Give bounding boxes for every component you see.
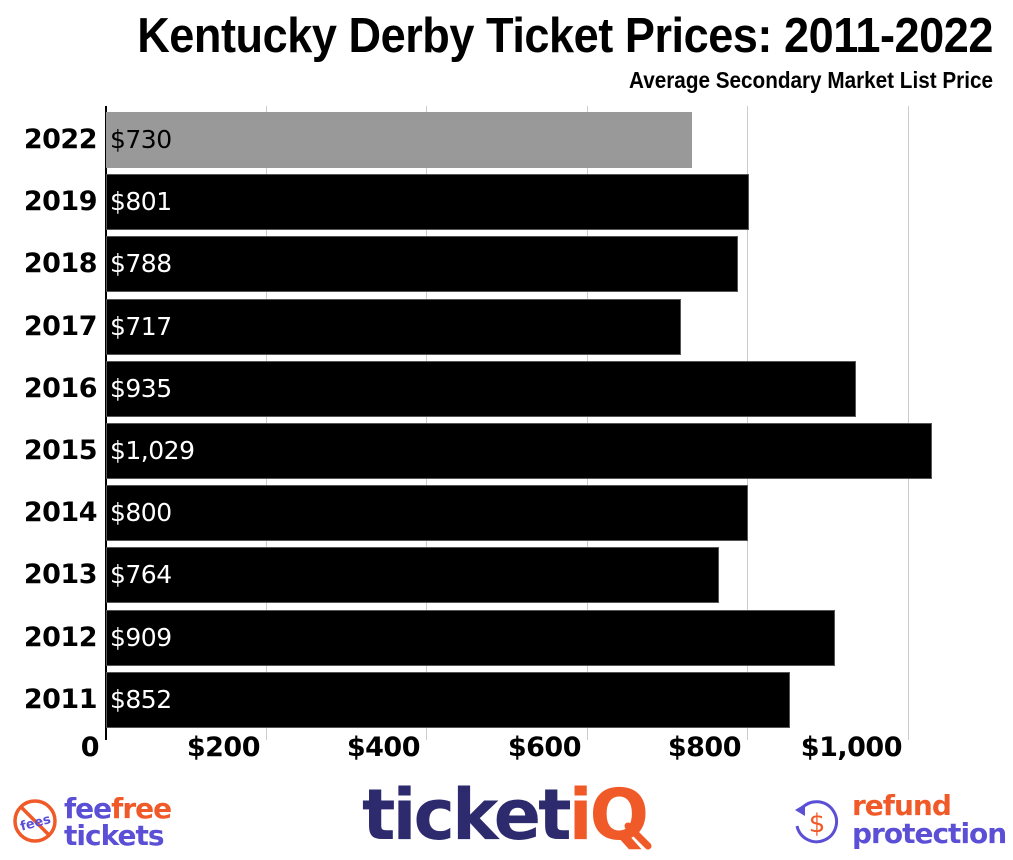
ticketiq-wordmark: ticketiQ — [362, 770, 649, 860]
ticket-text: ticket — [362, 774, 572, 856]
bar-value-label: $788 — [110, 249, 172, 278]
svg-text:$: $ — [809, 809, 826, 839]
free-text: free — [111, 792, 172, 825]
x-axis-tick-label: $400 — [346, 732, 421, 763]
y-axis-label: 2014 — [23, 497, 98, 528]
bar-2012[interactable]: $909 — [106, 610, 835, 666]
y-axis-label: 2013 — [23, 559, 98, 590]
y-axis-label: 2011 — [23, 684, 98, 715]
bar-2022[interactable]: $730 — [106, 112, 692, 168]
x-axis-tick-label: $600 — [507, 732, 582, 763]
refund-dollar-icon: $ — [795, 800, 839, 844]
bar-value-label: $801 — [110, 187, 172, 216]
x-axis-tick-label: 0 — [80, 732, 100, 763]
bar-value-label: $717 — [110, 312, 172, 341]
tickets-text: tickets — [64, 819, 165, 852]
bar-value-label: $730 — [110, 125, 172, 154]
feefree-tickets-text: feefree tickets — [64, 792, 172, 852]
y-axis-label: 2017 — [23, 311, 98, 342]
fee-text: fee — [64, 792, 112, 825]
refund-protection-text: refund protection — [852, 789, 1007, 850]
x-axis-tick-label: $1,000 — [800, 732, 903, 763]
magnifier-handle-icon — [624, 822, 652, 850]
y-axis-label: 2016 — [23, 373, 98, 404]
bar-value-label: $935 — [110, 374, 172, 403]
y-axis-label: 2012 — [23, 622, 98, 653]
chart-subtitle: Average Secondary Market List Price — [629, 67, 993, 93]
bar-2013[interactable]: $764 — [106, 547, 719, 603]
bar-2014[interactable]: $800 — [106, 485, 748, 541]
refund-text: refund — [852, 789, 952, 822]
x-axis-tick-label: $800 — [667, 732, 742, 763]
plot-area: $730 $801 $788 $717 $935 $1,029 $800 $764 $909 $8… — [105, 106, 985, 740]
bar-value-label: $909 — [110, 623, 172, 652]
chart-title: Kentucky Derby Ticket Prices: 2011-2022 — [137, 9, 994, 63]
bar-value-label: $800 — [110, 498, 172, 527]
bar-2017[interactable]: $717 — [106, 299, 681, 355]
bar-2015[interactable]: $1,029 — [106, 423, 932, 479]
y-axis-label: 2022 — [23, 124, 98, 155]
no-fees-icon: fees — [13, 799, 57, 843]
y-axis-label: 2015 — [23, 435, 98, 466]
bar-2016[interactable]: $935 — [106, 361, 856, 417]
iq-text: iQ — [568, 774, 649, 856]
bar-value-label: $852 — [110, 685, 172, 714]
bar-2018[interactable]: $788 — [106, 236, 738, 292]
bar-2019[interactable]: $801 — [106, 174, 749, 230]
bar-value-label: $764 — [110, 560, 172, 589]
y-axis-label: 2018 — [23, 248, 98, 279]
bar-2011[interactable]: $852 — [106, 672, 790, 728]
x-axis-tick-label: $200 — [186, 732, 261, 763]
y-axis-label: 2019 — [23, 186, 98, 217]
protection-text: protection — [852, 817, 1007, 850]
bar-value-label: $1,029 — [110, 436, 195, 465]
